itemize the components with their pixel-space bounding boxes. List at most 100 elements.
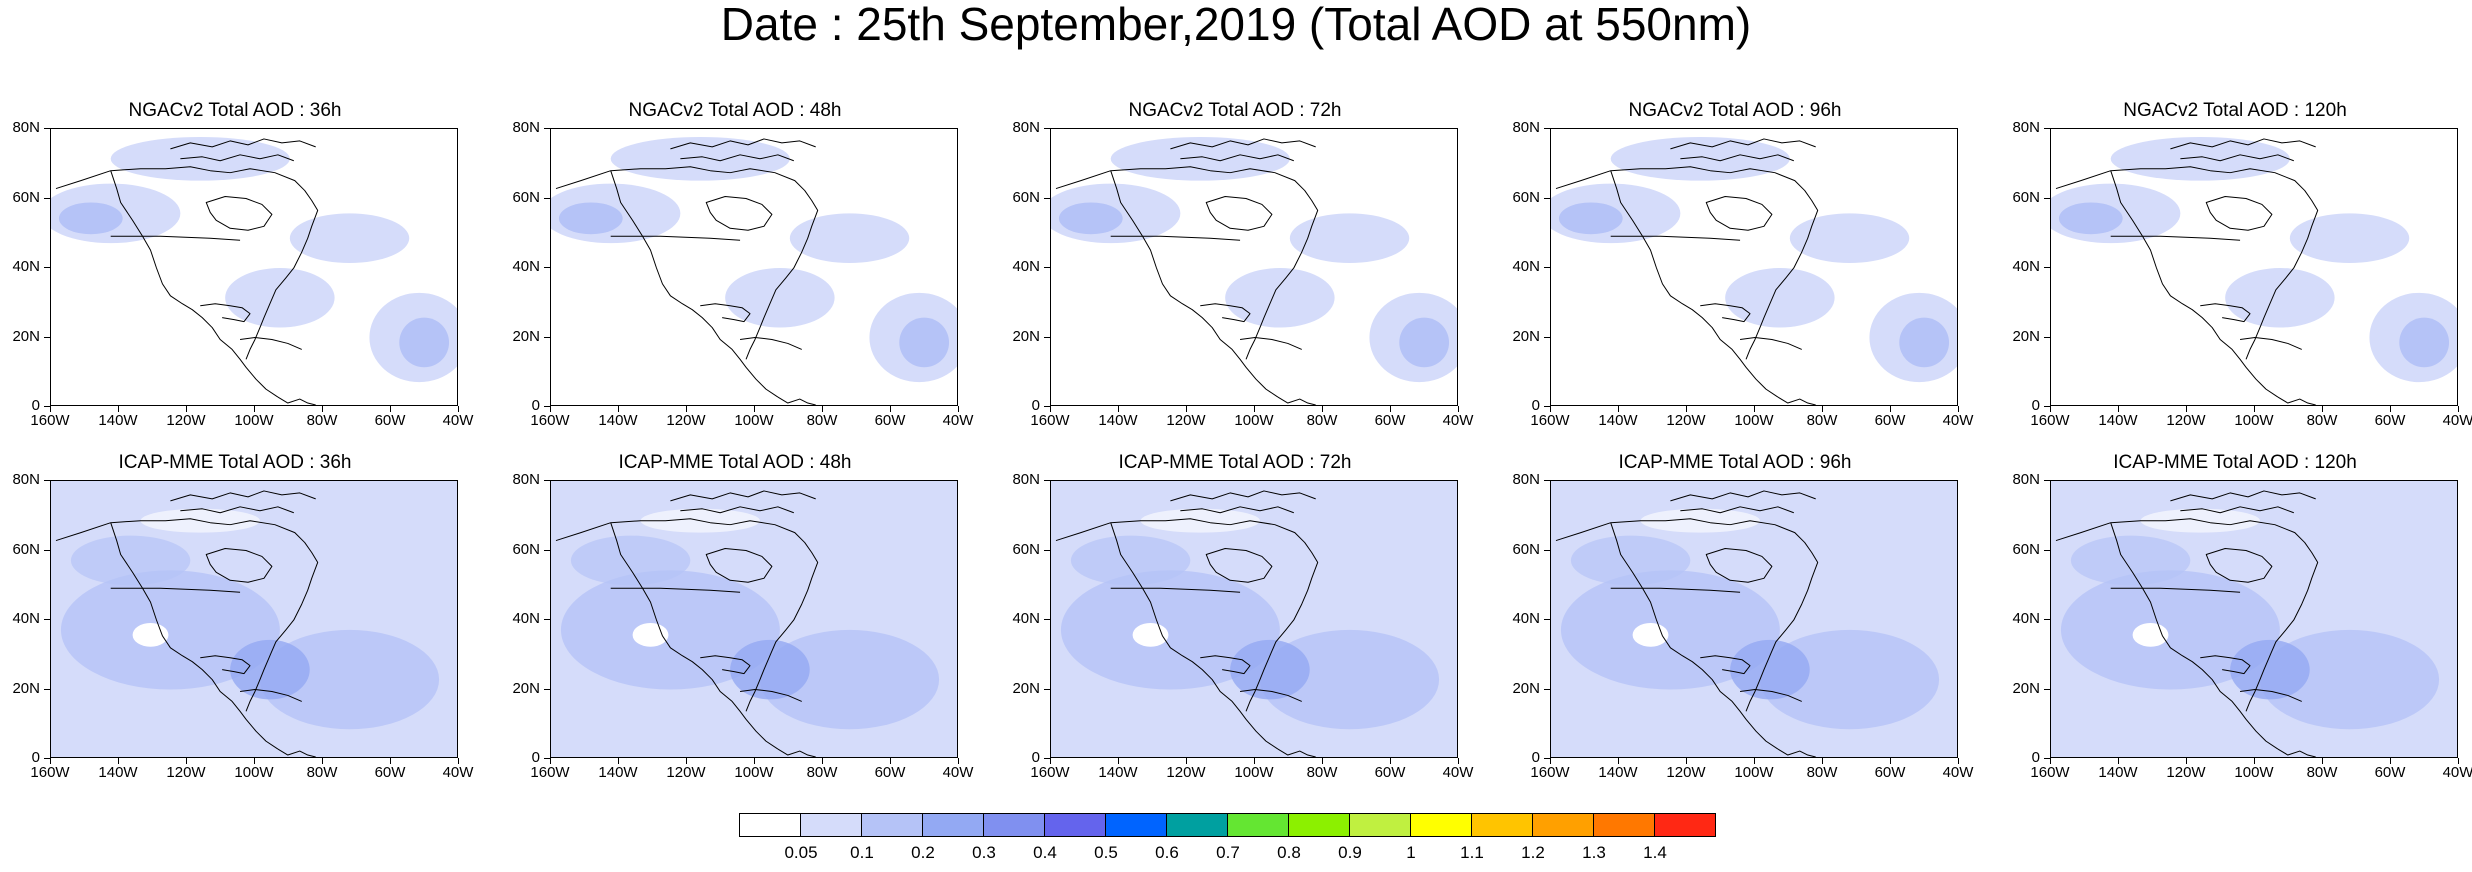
lat-tick — [544, 480, 550, 481]
lat-tick-label: 60N — [1512, 188, 1540, 206]
colorbar-swatch — [983, 813, 1045, 837]
lat-tick-label: 20N — [1012, 327, 1040, 345]
lat-tick-label: 60N — [1012, 188, 1040, 206]
panel-title: NGACv2 Total AOD : 120h — [2123, 100, 2347, 121]
map-panel: ICAP-MME Total AOD : 120h 80N 60N 40N 20N 0 16… — [2000, 452, 2472, 872]
lon-tick-label: 40W — [1442, 412, 1474, 429]
lat-tick-label: 20N — [512, 327, 540, 345]
aod-map — [1550, 480, 1958, 758]
colorbar-label: 0.9 — [1338, 843, 1362, 862]
lon-tick-label: 80W — [806, 412, 838, 429]
lon-tick — [2118, 406, 2119, 412]
lon-tick-label: 120W — [1666, 412, 1706, 429]
lon-tick-label: 160W — [2030, 764, 2070, 781]
colorbar-label: 0.1 — [850, 843, 874, 862]
lat-tick — [1544, 406, 1550, 407]
lat-tick — [1544, 758, 1550, 759]
lat-tick-label: 0 — [31, 397, 40, 414]
lat-tick-label: 80N — [1012, 471, 1040, 488]
figure-title: Date : 25th September,2019 (Total AOD at… — [720, 0, 1752, 50]
lon-tick-label: 100W — [234, 764, 274, 781]
lon-tick-label: 160W — [1030, 764, 1070, 781]
lat-tick-label: 20N — [2012, 679, 2040, 697]
lon-tick-label: 160W — [530, 412, 570, 429]
lat-tick — [544, 128, 550, 129]
lon-tick-label: 120W — [2166, 764, 2206, 781]
lon-tick — [890, 758, 891, 764]
lat-tick-label: 80N — [12, 471, 40, 488]
lon-tick-label: 120W — [2166, 412, 2206, 429]
lon-tick-label: 120W — [666, 412, 706, 429]
map-panel: NGACv2 Total AOD : 72h 80N 60N 40N 20N 0 160W 1… — [1000, 100, 1473, 520]
lon-tick-label: 160W — [1030, 412, 1070, 429]
colorbar-swatch — [1654, 813, 1716, 837]
lon-tick-label: 160W — [1530, 764, 1570, 781]
colorbar-swatch — [1410, 813, 1472, 837]
lon-tick-label: 40W — [1942, 764, 1974, 781]
lon-tick-label: 60W — [374, 412, 406, 429]
lon-tick — [822, 406, 823, 412]
lon-tick-label: 120W — [166, 764, 206, 781]
lat-tick-label: 0 — [2031, 397, 2040, 414]
lon-tick — [50, 406, 51, 412]
colorbar-swatch — [1349, 813, 1411, 837]
lon-tick — [2458, 758, 2459, 764]
lat-tick — [1044, 128, 1050, 129]
lat-tick-label: 80N — [2012, 119, 2040, 136]
lon-tick-label: 120W — [166, 412, 206, 429]
lat-tick-label: 20N — [512, 679, 540, 697]
lon-tick-label: 100W — [234, 412, 274, 429]
colorbar-label: 0.4 — [1033, 843, 1057, 862]
lat-tick-label: 40N — [2012, 258, 2040, 275]
lon-tick — [2254, 758, 2255, 764]
lon-tick-label: 100W — [1234, 412, 1274, 429]
lon-tick-label: 140W — [98, 412, 138, 429]
lat-tick-label: 40N — [1012, 258, 1040, 275]
lon-tick-label: 40W — [442, 412, 474, 429]
lon-tick — [1822, 758, 1823, 764]
lon-tick-label: 140W — [598, 412, 638, 429]
lon-tick — [686, 758, 687, 764]
lon-tick — [1550, 406, 1551, 412]
lat-tick — [2044, 267, 2050, 268]
lon-tick — [322, 406, 323, 412]
lon-tick — [754, 758, 755, 764]
map-panel: NGACv2 Total AOD : 120h 80N 60N 40N 20N 0 160W… — [2000, 100, 2472, 520]
lon-tick — [118, 406, 119, 412]
lon-tick — [1618, 406, 1619, 412]
lon-tick — [1822, 406, 1823, 412]
lon-tick — [1686, 406, 1687, 412]
map-panel: ICAP-MME Total AOD : 72h 80N 60N 40N 20N 0 160… — [1000, 452, 1473, 872]
lat-tick-label: 40N — [2012, 610, 2040, 627]
lon-tick — [1958, 406, 1959, 412]
lon-tick — [2458, 406, 2459, 412]
lon-tick-label: 80W — [1306, 412, 1338, 429]
lon-tick-label: 80W — [1306, 764, 1338, 781]
lon-tick-label: 60W — [1374, 412, 1406, 429]
lat-tick — [544, 758, 550, 759]
lon-tick-label: 140W — [1098, 412, 1138, 429]
lon-tick-label: 80W — [2306, 412, 2338, 429]
colorbar-swatch — [1227, 813, 1289, 837]
map-panel: ICAP-MME Total AOD : 36h 80N 60N 40N 20N 0 160… — [0, 452, 473, 872]
lon-tick-label: 100W — [1734, 412, 1774, 429]
lon-tick — [1118, 758, 1119, 764]
lon-tick-label: 40W — [1942, 412, 1974, 429]
map-panel: NGACv2 Total AOD : 48h 80N 60N 40N 20N 0 160W 1… — [500, 100, 973, 520]
panel-title: NGACv2 Total AOD : 48h — [628, 100, 842, 121]
colorbar-label: 1 — [1406, 843, 1416, 862]
lon-tick-label: 100W — [1234, 764, 1274, 781]
lon-tick — [1254, 758, 1255, 764]
lon-tick — [2050, 406, 2051, 412]
lat-tick — [2044, 406, 2050, 407]
lat-tick-label: 60N — [512, 540, 540, 558]
colorbar-label: 0.2 — [911, 843, 935, 862]
lon-tick — [1322, 406, 1323, 412]
lat-tick-label: 0 — [1531, 397, 1540, 414]
lat-tick-label: 80N — [1512, 119, 1540, 136]
lon-tick-label: 140W — [598, 764, 638, 781]
lon-tick — [2186, 758, 2187, 764]
lat-tick — [1044, 480, 1050, 481]
panel-title: NGACv2 Total AOD : 72h — [1128, 100, 1342, 121]
lon-tick-label: 80W — [306, 412, 338, 429]
